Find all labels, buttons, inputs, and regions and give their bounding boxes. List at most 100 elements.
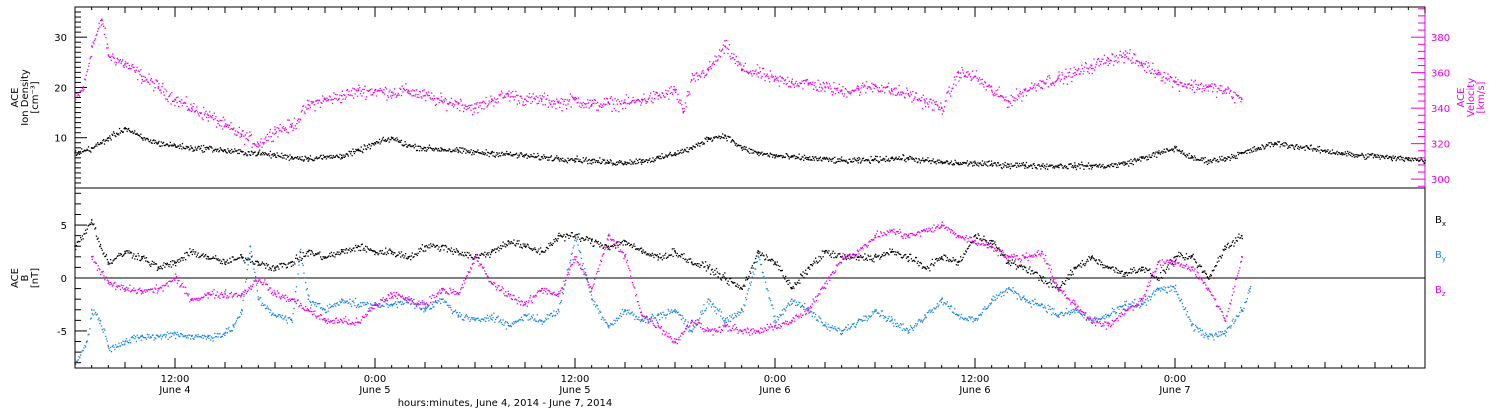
data-point: [1249, 287, 1251, 290]
data-point: [91, 256, 93, 258]
data-point: [591, 159, 593, 162]
bottom-axis-title-line: [nT]: [30, 268, 41, 288]
data-point: [957, 234, 960, 237]
data-point: [941, 298, 943, 300]
data-point: [491, 314, 493, 316]
data-point: [607, 102, 610, 104]
data-point: [107, 54, 110, 56]
data-point: [307, 309, 310, 311]
data-point: [291, 156, 293, 158]
data-point: [841, 256, 843, 258]
data-point: [341, 298, 343, 300]
data-point: [991, 240, 993, 242]
data-point: [1174, 147, 1176, 149]
data-point: [957, 162, 960, 164]
legend-Bx: Bx: [1435, 215, 1446, 228]
data-point: [1341, 152, 1343, 154]
data-point: [1141, 63, 1143, 65]
data-point: [274, 154, 276, 156]
data-point: [341, 95, 343, 97]
data-point: [807, 266, 810, 269]
data-point: [391, 91, 393, 93]
data-point: [591, 287, 593, 290]
data-point: [191, 107, 193, 109]
data-point: [174, 261, 176, 263]
data-point: [391, 250, 393, 253]
right-tick-label: 360: [1431, 69, 1450, 80]
data-point: [741, 309, 743, 311]
data-point: [791, 287, 793, 290]
data-point: [441, 245, 443, 247]
data-point: [807, 309, 810, 311]
bottom-axis-title-line: ACE: [10, 268, 21, 288]
series-Bx: [74, 219, 1243, 292]
data-point: [99, 319, 101, 322]
data-point: [1157, 72, 1160, 74]
data-point: [724, 45, 726, 47]
data-point: [224, 332, 226, 334]
data-point: [1174, 261, 1176, 263]
data-point: [174, 144, 176, 147]
data-point: [357, 303, 360, 306]
data-point: [1207, 335, 1210, 337]
data-point: [1041, 250, 1043, 253]
data-point: [291, 261, 293, 263]
data-point: [1007, 100, 1010, 102]
data-point: [207, 147, 210, 149]
right-tick-label: 320: [1431, 140, 1450, 151]
data-point: [607, 234, 610, 237]
data-point: [924, 100, 926, 102]
left-tick-label: 10: [54, 134, 67, 145]
data-point: [491, 152, 493, 154]
x-axis-title: hours:minutes, June 4, 2014 - June 7, 20…: [398, 398, 613, 409]
data-point: [291, 319, 293, 322]
data-point: [1024, 89, 1026, 92]
data-point: [691, 330, 693, 332]
left-axis-title-line: [cm⁻³]: [30, 81, 41, 113]
data-point: [107, 137, 110, 139]
data-point: [824, 250, 826, 253]
data-point: [724, 134, 726, 136]
data-point: [241, 134, 243, 136]
data-point: [1157, 261, 1160, 263]
data-point: [907, 330, 910, 332]
right-axis-title-line: [km/s]: [1476, 81, 1487, 113]
left-axis-title: ACEIon Density[cm⁻³]: [10, 69, 41, 126]
data-point: [1007, 287, 1010, 290]
data-point: [257, 261, 260, 263]
data-point: [557, 102, 560, 104]
data-point: [1157, 287, 1160, 290]
left-tick-label: -5: [57, 327, 67, 338]
data-point: [407, 298, 410, 300]
data-point: [341, 319, 343, 322]
x-tick-label: 12:00: [561, 374, 590, 385]
data-point: [507, 153, 510, 155]
data-point: [307, 103, 310, 106]
data-point: [924, 314, 926, 316]
data-point: [241, 151, 243, 153]
data-point: [824, 158, 826, 160]
data-point: [1041, 303, 1043, 306]
data-point: [1274, 142, 1276, 144]
data-point: [757, 256, 760, 258]
data-point: [657, 95, 660, 97]
data-point: [232, 324, 235, 327]
data-point: [141, 290, 143, 292]
data-point: [1124, 309, 1126, 311]
data-point: [441, 148, 443, 150]
right-axis-title-line: ACE: [1456, 88, 1467, 108]
data-point: [174, 332, 176, 334]
data-point: [191, 298, 193, 300]
data-point: [524, 98, 526, 101]
data-point: [624, 256, 626, 258]
data-point: [974, 162, 976, 164]
data-point: [307, 250, 310, 253]
data-point: [1107, 314, 1110, 316]
data-point: [941, 161, 943, 163]
data-point: [1074, 303, 1076, 306]
data-point: [574, 158, 576, 160]
data-point: [374, 142, 376, 144]
right-tick-label: 380: [1431, 33, 1450, 44]
data-point: [1024, 298, 1026, 300]
data-point: [491, 98, 493, 101]
